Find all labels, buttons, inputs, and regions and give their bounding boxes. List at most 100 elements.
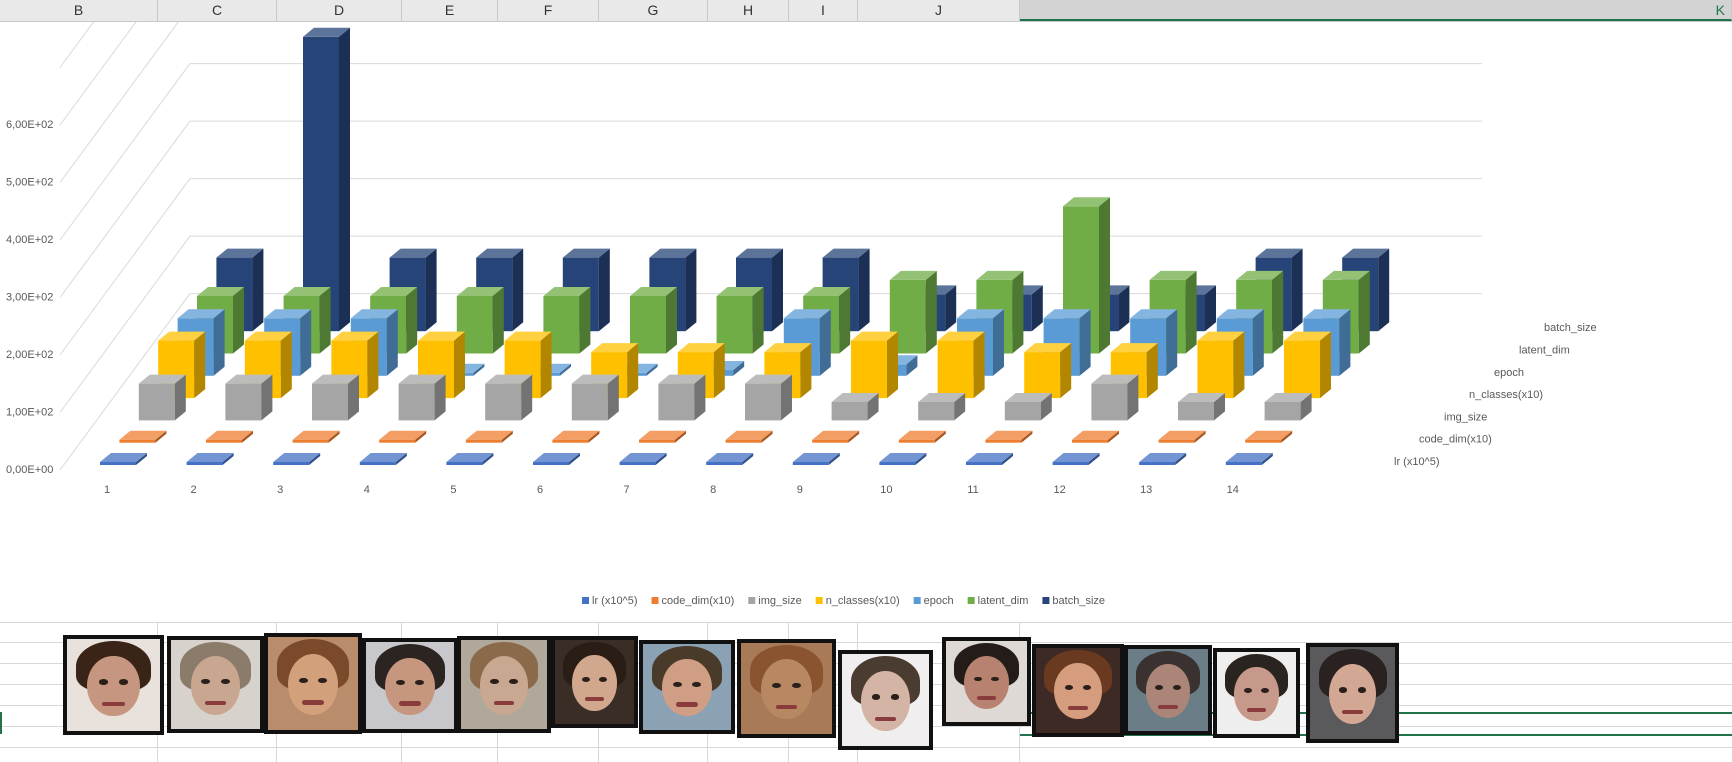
face bbox=[385, 657, 435, 716]
bar[interactable] bbox=[658, 374, 706, 421]
gridline-side bbox=[59, 235, 191, 413]
bar[interactable] bbox=[1091, 374, 1139, 421]
legend-item[interactable]: n_classes(x10) bbox=[815, 595, 900, 607]
y-tick-label: 3,00E+02 bbox=[6, 292, 53, 304]
generated-face-image[interactable] bbox=[639, 640, 735, 734]
mouth bbox=[399, 701, 421, 706]
bar[interactable] bbox=[1158, 430, 1206, 443]
bar[interactable] bbox=[138, 374, 186, 421]
bar[interactable] bbox=[812, 430, 860, 443]
bar[interactable] bbox=[639, 430, 686, 443]
column-header-e[interactable]: E bbox=[402, 0, 498, 21]
legend-item[interactable]: batch_size bbox=[1042, 595, 1105, 607]
generated-face-image[interactable] bbox=[457, 636, 551, 733]
bar[interactable] bbox=[966, 453, 1013, 465]
generated-face-image[interactable] bbox=[1032, 644, 1124, 737]
bar[interactable] bbox=[244, 331, 292, 399]
column-header-k[interactable]: K bbox=[1020, 0, 1732, 21]
column-chart-3d[interactable]: 0,00E+00 1,00E+02 2,00E+02 3,00E+02 4,00E+02… bbox=[0, 22, 1732, 622]
bar[interactable] bbox=[831, 393, 879, 421]
mouth bbox=[976, 696, 997, 701]
bar[interactable] bbox=[1197, 331, 1245, 399]
bar[interactable] bbox=[985, 430, 1033, 443]
column-header-f[interactable]: F bbox=[498, 0, 599, 21]
bar[interactable] bbox=[571, 374, 619, 421]
bar[interactable] bbox=[1264, 393, 1312, 421]
bar[interactable] bbox=[312, 374, 359, 421]
legend-item[interactable]: lr (x10^5) bbox=[582, 595, 638, 607]
column-header-d[interactable]: D bbox=[277, 0, 402, 21]
mouth bbox=[676, 702, 698, 707]
eye bbox=[581, 676, 590, 682]
column-header-c[interactable]: C bbox=[158, 0, 277, 21]
legend-item[interactable]: epoch bbox=[913, 595, 954, 607]
bar[interactable] bbox=[619, 453, 667, 465]
column-header-i[interactable]: I bbox=[789, 0, 858, 21]
bar[interactable] bbox=[1072, 430, 1119, 443]
bar[interactable] bbox=[1052, 453, 1100, 465]
column-header-h[interactable]: H bbox=[708, 0, 789, 21]
legend-item[interactable]: code_dim(x10) bbox=[651, 595, 735, 607]
bar[interactable] bbox=[398, 374, 446, 421]
bar[interactable] bbox=[206, 430, 253, 443]
bar[interactable] bbox=[446, 453, 494, 465]
generated-face-image[interactable] bbox=[838, 650, 933, 750]
bar[interactable] bbox=[937, 331, 985, 399]
bar[interactable] bbox=[533, 453, 580, 465]
bar[interactable] bbox=[552, 430, 600, 443]
bar[interactable] bbox=[379, 430, 427, 443]
generated-face-image[interactable] bbox=[1213, 648, 1300, 738]
bar[interactable] bbox=[1004, 393, 1052, 421]
bar[interactable] bbox=[745, 374, 792, 421]
bar[interactable] bbox=[303, 27, 350, 332]
generated-face-image[interactable] bbox=[1306, 643, 1399, 743]
legend-item[interactable]: latent_dim bbox=[967, 595, 1029, 607]
mouth bbox=[493, 700, 515, 705]
generated-face-image[interactable] bbox=[362, 638, 458, 733]
bar[interactable] bbox=[1024, 343, 1072, 399]
y-axis-tick-labels: 0,00E+00 1,00E+02 2,00E+02 3,00E+02 4,00E+02… bbox=[6, 119, 53, 476]
generated-face-image[interactable] bbox=[1124, 645, 1212, 735]
bar[interactable] bbox=[706, 453, 754, 465]
bar[interactable] bbox=[359, 453, 407, 465]
bar[interactable] bbox=[292, 430, 340, 443]
bar[interactable] bbox=[543, 287, 591, 354]
bar[interactable] bbox=[792, 453, 840, 465]
x-tick-label: 14 bbox=[1227, 484, 1239, 496]
generated-face-image[interactable] bbox=[942, 637, 1031, 726]
gridline-side bbox=[59, 22, 179, 183]
bar[interactable] bbox=[725, 430, 773, 443]
generated-face-image[interactable] bbox=[737, 639, 836, 738]
generated-face-image[interactable] bbox=[264, 633, 362, 734]
bar[interactable] bbox=[1139, 453, 1187, 465]
mouth bbox=[1158, 704, 1178, 709]
bar[interactable] bbox=[851, 331, 898, 399]
column-header-b[interactable]: B bbox=[0, 0, 158, 21]
bar[interactable] bbox=[879, 453, 927, 465]
eye bbox=[395, 680, 405, 686]
bar[interactable] bbox=[918, 393, 966, 421]
bar[interactable] bbox=[1225, 453, 1273, 465]
generated-face-image[interactable] bbox=[63, 635, 164, 735]
legend-label: batch_size bbox=[1052, 595, 1105, 607]
bar[interactable] bbox=[485, 374, 533, 421]
eye bbox=[490, 679, 499, 685]
bar[interactable] bbox=[186, 453, 234, 465]
bar[interactable] bbox=[1245, 430, 1293, 443]
column-header-g[interactable]: G bbox=[599, 0, 708, 21]
bar[interactable] bbox=[1284, 331, 1331, 399]
bar[interactable] bbox=[504, 331, 552, 399]
bar[interactable] bbox=[273, 453, 321, 465]
bar[interactable] bbox=[465, 430, 513, 443]
bar[interactable] bbox=[119, 430, 167, 443]
legend-label: n_classes(x10) bbox=[826, 595, 900, 607]
bar[interactable] bbox=[100, 453, 147, 465]
legend-item[interactable]: img_size bbox=[748, 595, 802, 607]
generated-face-image[interactable] bbox=[167, 636, 264, 733]
bar[interactable] bbox=[898, 430, 946, 443]
bar[interactable] bbox=[225, 374, 273, 421]
generated-face-image[interactable] bbox=[551, 636, 638, 728]
column-header-j[interactable]: J bbox=[858, 0, 1020, 21]
bar[interactable] bbox=[1178, 393, 1225, 421]
x-tick-label: 3 bbox=[277, 484, 283, 496]
